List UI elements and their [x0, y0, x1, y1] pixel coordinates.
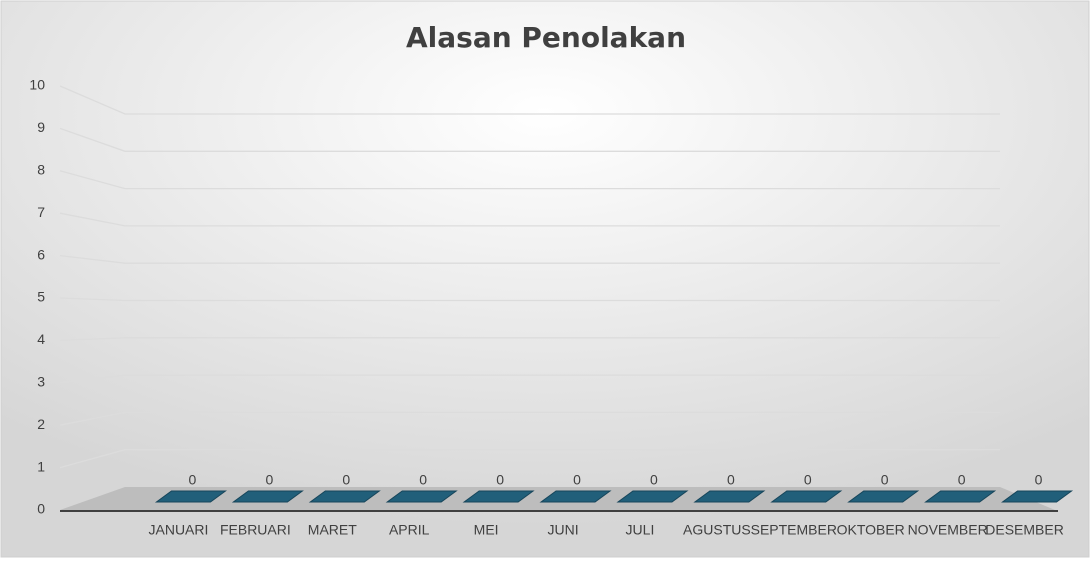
bar — [539, 490, 612, 503]
y-tick-label: 10 — [29, 77, 45, 93]
data-label: 0 — [727, 472, 735, 488]
y-tick-label: 3 — [37, 374, 45, 390]
x-tick-label: OKTOBER — [837, 522, 905, 538]
x-tick-label: AGUSTUS — [683, 522, 751, 538]
data-label: 0 — [496, 472, 504, 488]
x-tick-label: JANUARI — [149, 522, 209, 538]
data-label: 0 — [804, 472, 812, 488]
grid-line — [59, 127, 1000, 152]
y-tick-label: 2 — [37, 416, 45, 432]
bar — [693, 490, 766, 503]
x-tick-label: APRIL — [389, 522, 430, 538]
bar — [308, 490, 381, 503]
x-tick-label: FEBRUARI — [220, 522, 291, 538]
bar — [616, 490, 689, 503]
bar — [462, 490, 535, 503]
bar — [1001, 490, 1074, 503]
grid-line — [59, 411, 1000, 426]
bar — [231, 490, 304, 503]
bar — [847, 490, 920, 503]
y-tick-label: 7 — [37, 204, 45, 220]
data-label: 0 — [881, 472, 889, 488]
x-tick-label: JULI — [626, 522, 655, 538]
x-tick-label: MEI — [474, 522, 499, 538]
data-label: 0 — [1035, 472, 1043, 488]
data-label: 0 — [419, 472, 427, 488]
x-tick-label: NOVEMBER — [908, 522, 988, 538]
x-tick-label: JUNI — [547, 522, 578, 538]
y-tick-label: 6 — [37, 246, 45, 262]
chart-title: Alasan Penolakan — [406, 21, 686, 54]
bar — [770, 490, 843, 503]
grid-line — [59, 337, 1000, 342]
bar — [154, 490, 227, 503]
y-tick-label: 5 — [37, 289, 45, 305]
x-tick-label: MARET — [308, 522, 357, 538]
data-label: 0 — [265, 472, 273, 488]
grid-line — [59, 297, 1000, 302]
data-label: 0 — [958, 472, 966, 488]
x-tick-label: DESEMBER — [985, 522, 1064, 538]
data-label: 0 — [189, 472, 197, 488]
grid-line — [59, 85, 1000, 115]
data-label: 0 — [342, 472, 350, 488]
grid-line — [59, 254, 1000, 264]
grid-line — [59, 212, 1000, 227]
data-label: 0 — [650, 472, 658, 488]
data-label: 0 — [573, 472, 581, 488]
grid-line — [59, 374, 1000, 384]
y-tick-label: 4 — [37, 331, 45, 347]
bar — [385, 490, 458, 503]
bar — [924, 490, 997, 503]
y-tick-label: 8 — [37, 162, 45, 178]
grid-line — [59, 449, 1000, 469]
y-tick-label: 0 — [37, 501, 45, 517]
y-tick-label: 1 — [37, 458, 45, 474]
grid-line — [59, 170, 1000, 190]
y-tick-label: 9 — [37, 119, 45, 135]
x-tick-label: SEPTEMBER — [751, 522, 837, 538]
